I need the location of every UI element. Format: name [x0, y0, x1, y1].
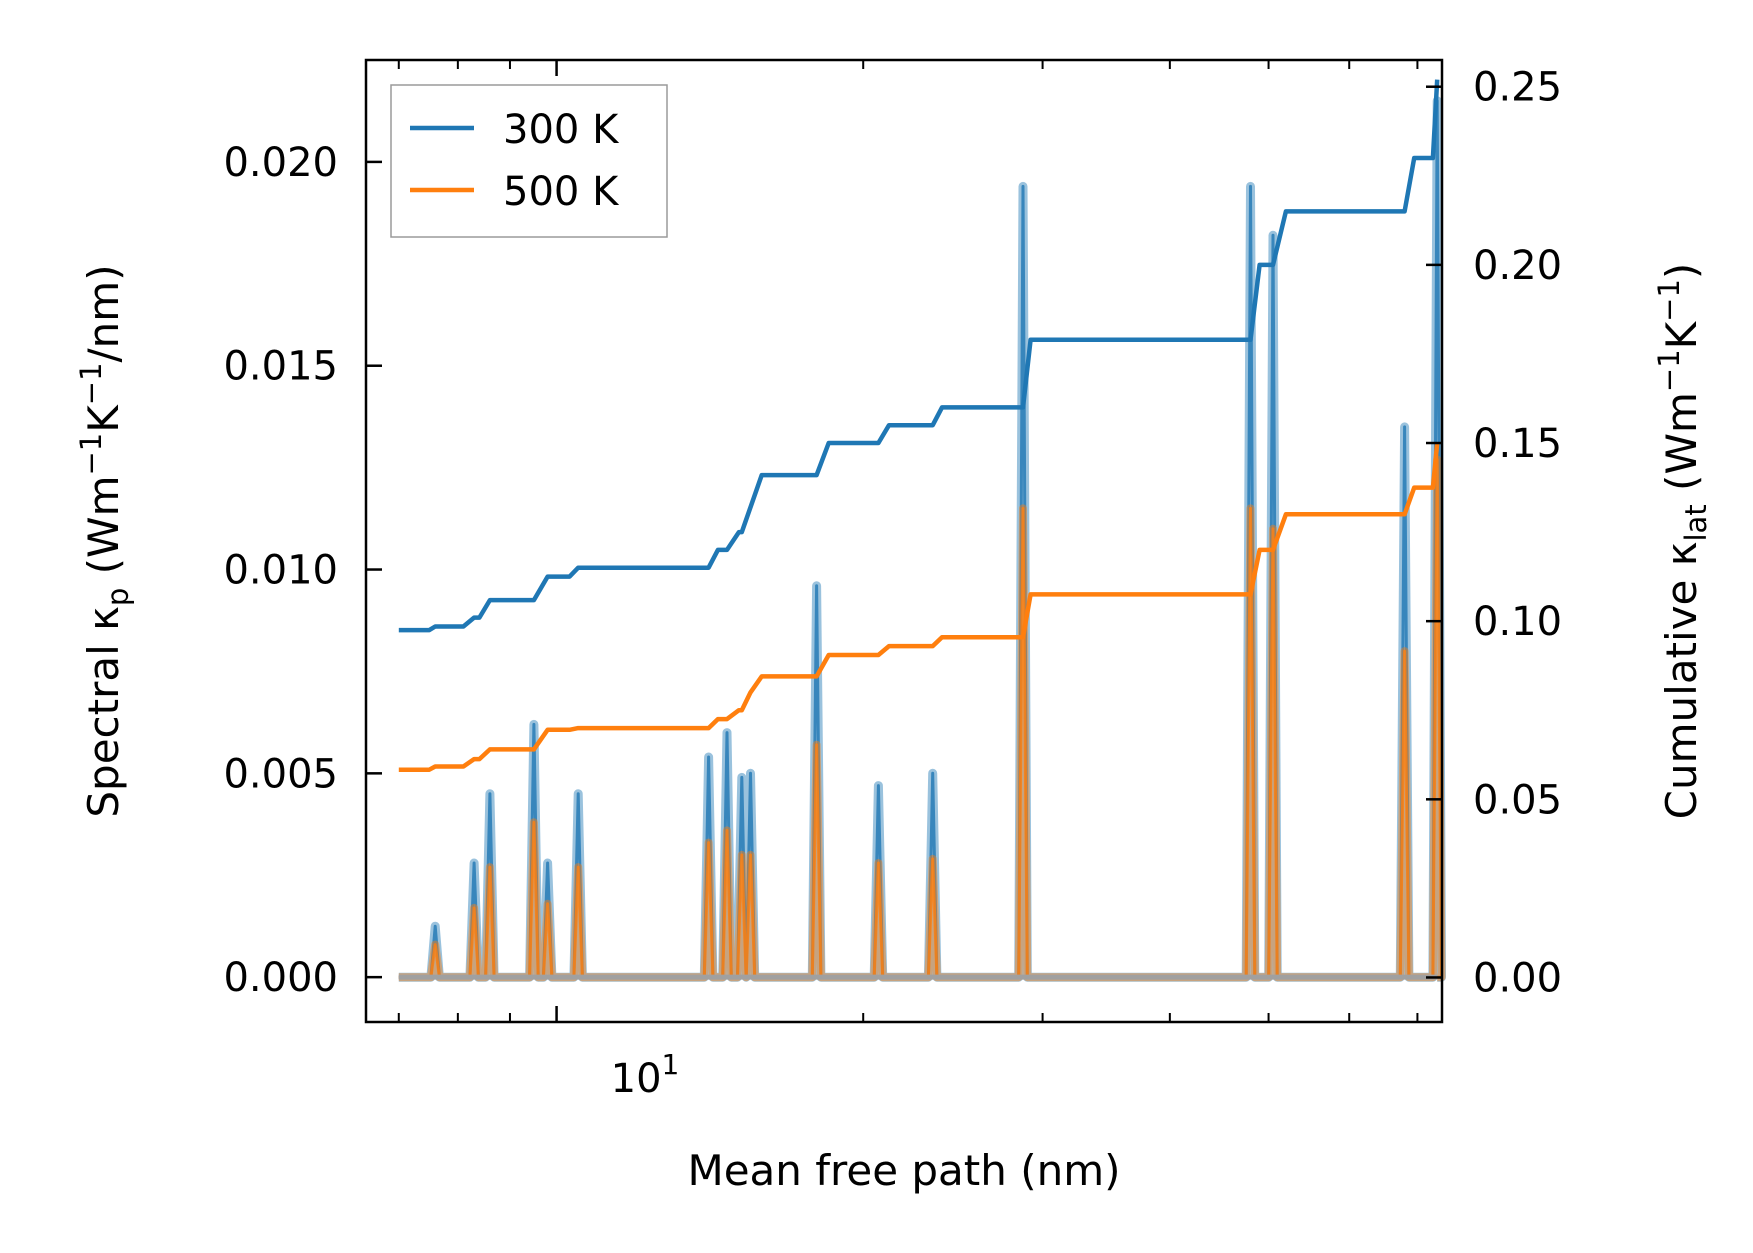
- y-axis-label-left: Spectral κp (Wm−1K−1/nm): [74, 264, 135, 817]
- y-left-label-open: (Wm: [79, 476, 128, 588]
- y-right-tick-label-2: 0.10: [1473, 599, 1562, 645]
- spectral-series-layer: [398, 96, 1446, 982]
- cumulative-series-500k: [398, 442, 1440, 772]
- y-left-label-close: /nm): [79, 264, 128, 362]
- cumulative-series-layer: [398, 79, 1440, 772]
- y-right-tick-label-0: 0.00: [1473, 955, 1562, 1001]
- spectral-series-500k-halo: [398, 455, 1446, 982]
- y-left-label-mid: K: [79, 404, 128, 433]
- y-right-label-open: (Wm: [1657, 392, 1706, 504]
- spectral-series-500k: [398, 458, 1443, 979]
- y-right-tick-label-4: 0.20: [1473, 243, 1562, 289]
- legend-box: [390, 84, 668, 238]
- y-left-tick-label-1: 0.005: [223, 751, 338, 797]
- y-right-label-sup2: −1: [1652, 279, 1686, 322]
- y-right-label-close: ): [1657, 263, 1706, 279]
- x-tick-exponent: 1: [662, 1048, 680, 1081]
- plot-frame: [364, 58, 1444, 1024]
- y-right-label-sub: lat: [1679, 504, 1713, 541]
- y-left-tick-label-0: 0.000: [223, 955, 338, 1001]
- y-left-label-sup1: −1: [74, 433, 108, 476]
- y-right-label-sup1: −1: [1652, 349, 1686, 392]
- y-axis-label-right: Cumulative κlat (Wm−1K−1): [1652, 263, 1713, 820]
- y-left-label-main: Spectral κ: [79, 606, 128, 818]
- cumulative-series-300k: [398, 79, 1440, 633]
- y-right-label-main: Cumulative κ: [1657, 542, 1706, 820]
- x-tick-label-10: 101: [611, 1048, 680, 1102]
- y-right-tick-label-5: 0.25: [1473, 65, 1562, 111]
- y-right-tick-label-3: 0.15: [1473, 421, 1562, 467]
- y-left-tick-label-2: 0.010: [223, 548, 338, 594]
- legend-label-300k: 300 K: [503, 107, 620, 153]
- x-axis-label: Mean free path (nm): [687, 1146, 1120, 1195]
- y-right-tick-label-1: 0.05: [1473, 777, 1562, 823]
- y-left-label-sub: p: [101, 588, 135, 606]
- y-left-tick-label-3: 0.015: [223, 344, 338, 390]
- y-left-tick-label-4: 0.020: [223, 140, 338, 186]
- legend-label-500k: 500 K: [503, 169, 620, 215]
- y-right-label-mid: K: [1657, 320, 1706, 349]
- y-left-label-sup2: −1: [74, 362, 108, 405]
- x-tick-base: 10: [611, 1056, 662, 1102]
- legend: 300 K 500 K: [390, 84, 668, 238]
- ticks-layer: 0.000 0.005 0.010 0.015 0.020 0.00 0.05 0.10 0.1…: [223, 60, 1562, 1022]
